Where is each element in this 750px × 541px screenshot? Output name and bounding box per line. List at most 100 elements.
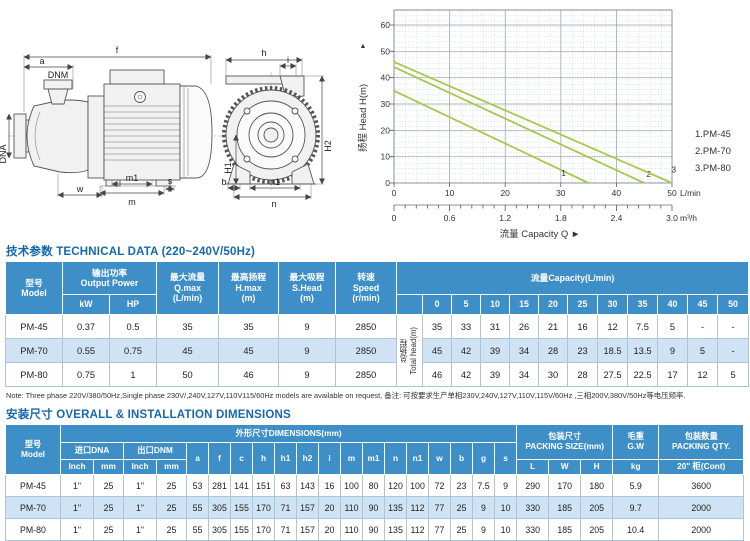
table-cell: 205 <box>580 518 614 541</box>
table-cell: 9 <box>472 496 495 519</box>
table-cell: - <box>717 314 750 339</box>
table-cell: 90 <box>362 496 385 519</box>
table-cell: 112 <box>406 496 429 519</box>
table-header-row: 型号 Model 外形尺寸DIMENSIONS(mm) 包装尺寸 PACKING… <box>5 424 745 475</box>
table-cell: 9 <box>472 518 495 541</box>
table-cell: 205 <box>580 496 614 519</box>
th-packing-w: W <box>548 459 582 475</box>
table-cell: 9 <box>278 362 337 387</box>
table-cell: 33 <box>451 314 482 339</box>
x-unit-m3h: m³/h <box>680 213 697 223</box>
table-cell: 17 <box>657 362 689 387</box>
y-tick: 30 <box>381 99 391 109</box>
table-cell: 5 <box>687 338 719 363</box>
table-cell: 141 <box>230 474 253 497</box>
th-kg: kg <box>612 459 660 475</box>
curve-number-3: 3 <box>671 165 676 175</box>
curve-number-1: 1 <box>561 168 566 178</box>
dim-label-h2: H2 <box>323 140 333 152</box>
th-dim-col: b <box>450 442 473 475</box>
table-cell: 180 <box>580 474 614 497</box>
y-tick: 10 <box>381 152 391 162</box>
table-cell: 42 <box>451 362 482 387</box>
th-packing-size: 包装尺寸 PACKING SIZE(mm) <box>516 424 614 460</box>
table-cell: 25 <box>93 518 124 541</box>
dim-label-n: n <box>271 199 276 209</box>
th-hp: HP <box>108 294 158 315</box>
table-cell: 120 <box>384 474 407 497</box>
table-row-pm45: PM-45 0.37 0.5 35 35 9 2850 总扬程 Total head(m) … <box>5 314 750 387</box>
th-capacity-col: 0 <box>422 294 453 315</box>
x2-tick: 1.8 <box>555 213 567 223</box>
table-cell: 9 <box>657 338 689 363</box>
x-tick: 50 <box>667 188 677 198</box>
th-dim-col: m <box>340 442 363 475</box>
th-shead: 最大吸程 S.Head (m) <box>278 261 337 315</box>
installation-dimensions-title: 安装尺寸 OVERALL & INSTALLATION DIMENSIONS <box>6 409 291 421</box>
total-head-vertical-label: 总扬程 Total head(m) <box>396 314 424 387</box>
x-tick: 40 <box>612 188 622 198</box>
th-dim-col: i <box>318 442 341 475</box>
table-cell: 12 <box>597 314 629 339</box>
th-capacity-col: 10 <box>480 294 511 315</box>
table-cell: 7.5 <box>627 314 659 339</box>
th-model: 型号 Model <box>5 424 61 475</box>
y-axis-title: 扬程 Head H(m) <box>357 84 369 152</box>
dim-label-i: i <box>287 55 289 65</box>
table-cell: 71 <box>274 496 297 519</box>
th-inch: Inch <box>123 459 157 475</box>
table-subheader-row2: Inch mm Inch mm L W H kg 20" 柜(Cont) <box>6 459 745 475</box>
pump-dimension-drawing: f a DNM DNA w m1 m s <box>0 45 333 209</box>
th-outlet-dnm: 出口DNM <box>123 442 187 460</box>
table-cell: 1" <box>123 496 157 519</box>
table-cell: 9 <box>278 314 337 339</box>
table-cell: 27.5 <box>597 362 629 387</box>
table-cell: 45 <box>422 338 453 363</box>
table-cell: 330 <box>516 518 550 541</box>
th-packing-qty: 包装数量 PACKING QTY. <box>658 424 745 460</box>
ruler-ticks <box>393 205 673 211</box>
table-cell: 1" <box>60 518 94 541</box>
th-capacity-col: 40 <box>657 294 689 315</box>
y-tick: 50 <box>381 46 391 56</box>
table-cell: 157 <box>296 518 319 541</box>
table-cell: 39 <box>480 338 511 363</box>
table-cell: 72 <box>428 474 451 497</box>
table-cell: PM-45 <box>5 314 63 339</box>
voltage-note: Note: Three phase 220V/380/50Hz,Single p… <box>6 391 686 400</box>
curve-PM-70 <box>393 66 645 184</box>
th-kw: kW <box>62 294 110 315</box>
th-dim-col: s <box>493 442 518 475</box>
table-cell: 35 <box>218 314 280 339</box>
table-cell: 155 <box>230 518 253 541</box>
x2-tick: 0.6 <box>444 213 456 223</box>
x-unit-lmin: L/min <box>680 188 701 198</box>
dim-label-w: w <box>76 184 84 194</box>
th-dim-col: f <box>208 442 231 475</box>
dim-label-h1: H1 <box>223 162 233 174</box>
table-cell: 34 <box>509 362 540 387</box>
x-tick: 10 <box>445 188 455 198</box>
table-cell: 100 <box>406 474 429 497</box>
th-dim-col: h2 <box>296 442 319 475</box>
table-cell: 26 <box>509 314 540 339</box>
table-cell: 281 <box>208 474 231 497</box>
th-qmax: 最大流量 Q.max (L/min) <box>156 261 220 315</box>
table-cell: 185 <box>548 496 582 519</box>
th-capacity-col: 30 <box>597 294 629 315</box>
table-cell: 25 <box>156 518 187 541</box>
th-dim-col: a <box>186 442 209 475</box>
table-cell: 5 <box>657 314 689 339</box>
y-tick: 40 <box>381 73 391 83</box>
table-row-pm70: PM-70 0.55 0.75 45 45 9 2850 45 42 39 34 28 23 18.5 13… <box>5 338 750 363</box>
th-inch: Inch <box>60 459 94 475</box>
table-cell: 23 <box>567 338 599 363</box>
dim-label-f: f <box>116 45 119 55</box>
table-cell: 25 <box>156 496 187 519</box>
legend-item-pm70: 2.PM-70 <box>695 146 731 157</box>
table-row-pm80: PM-80 0.75 1 50 46 9 2850 46 42 39 34 30 28 27.5 22.5 1… <box>5 362 750 387</box>
th-capacity-group: 流量Capacity(L/min) <box>396 261 750 295</box>
table-cell: 9.7 <box>612 496 660 519</box>
legend-item-pm80: 3.PM-80 <box>695 163 731 174</box>
th-capacity-col: 15 <box>509 294 540 315</box>
